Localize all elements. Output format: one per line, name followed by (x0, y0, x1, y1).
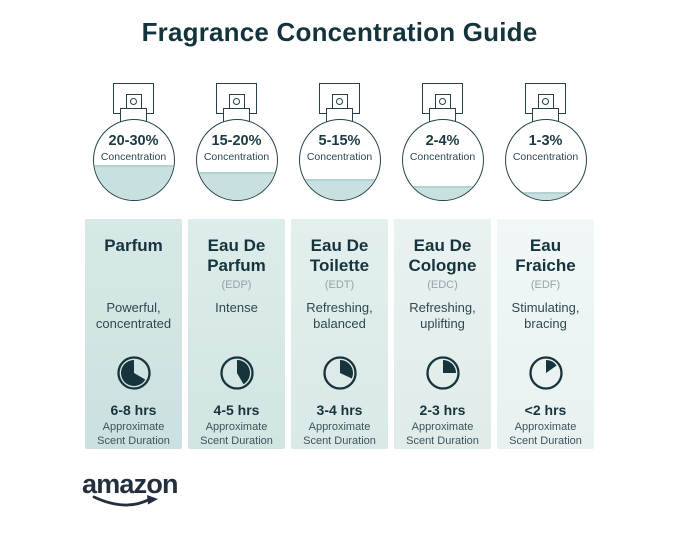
bottle-body (504, 118, 587, 201)
scent-duration-clock-icon (219, 355, 254, 390)
fragrance-abbr: (EDT) (324, 278, 355, 291)
duration-hours: 6-8 hrs (110, 401, 157, 418)
perfume-bottle-eau-de-cologne: 2-4% Concentration (394, 81, 491, 211)
duration-hours: 4-5 hrs (213, 401, 260, 418)
fragrance-description: Refreshing, uplifting (409, 299, 476, 332)
bottle-text: 5-15% Concentration (291, 132, 388, 164)
concentration-label: Concentration (203, 151, 270, 164)
bottle-nozzle (537, 93, 554, 109)
name-block: Eau De Parfum (EDP) (188, 236, 285, 300)
page-title: Fragrance Concentration Guide (141, 17, 538, 47)
name-block: Eau De Cologne (EDC) (394, 236, 491, 300)
nozzle-hole-icon (336, 97, 343, 105)
name-block: Eau De Toilette (EDT) (291, 236, 388, 300)
concentration-label: Concentration (306, 151, 373, 164)
concentration-value: 2-4% (425, 132, 460, 149)
column-eau-de-toilette: Eau De Toilette (EDT) Refreshing, balanc… (291, 218, 388, 449)
bottle-text: 2-4% Concentration (394, 132, 491, 164)
fragrance-name: Eau De Toilette (309, 235, 370, 276)
bottle-liquid (196, 172, 277, 200)
concentration-label: Concentration (512, 151, 579, 164)
column-eau-de-parfum: Eau De Parfum (EDP) Intense 4-5 hrs Appr… (188, 218, 285, 449)
bottle-text: 15-20% Concentration (188, 132, 285, 164)
concentration-value: 15-20% (211, 132, 262, 149)
bottle-body (401, 118, 484, 201)
duration-label: Approximate Scent Duration (303, 420, 376, 447)
fragrance-name: Eau Fraiche (515, 235, 576, 276)
bottle-body (195, 118, 278, 201)
bottle-body (298, 118, 381, 201)
scent-duration-clock-icon (116, 355, 151, 390)
scent-duration-clock-icon (322, 355, 357, 390)
bottle-nozzle (331, 93, 348, 109)
fragrance-name: Eau De Parfum (207, 235, 266, 276)
nozzle-hole-icon (130, 97, 137, 105)
fragrance-abbr: (EDF) (530, 278, 561, 291)
column-eau-fraiche: Eau Fraiche (EDF) Stimulating, bracing <… (497, 218, 594, 449)
amazon-logo-text: amazon (82, 468, 179, 499)
fragrance-abbr: (EDP) (221, 278, 252, 291)
duration-label: Approximate Scent Duration (406, 420, 479, 447)
fragrance-description: Powerful, concentrated (95, 299, 172, 332)
fragrance-description: Intense (215, 299, 258, 315)
bottle-nozzle (125, 93, 142, 109)
duration-label: Approximate Scent Duration (200, 420, 273, 447)
info-columns-row: Parfum Powerful, concentrated 6-8 hrs Ap… (85, 218, 594, 449)
concentration-value: 1-3% (528, 132, 563, 149)
perfume-bottle-eau-de-toilette: 5-15% Concentration (291, 81, 388, 211)
bottle-text: 1-3% Concentration (497, 132, 594, 164)
name-block: Eau Fraiche (EDF) (497, 236, 594, 300)
bottle-nozzle (434, 93, 451, 109)
bottle-liquid (299, 178, 380, 200)
column-eau-de-cologne: Eau De Cologne (EDC) Refreshing, uplifti… (394, 218, 491, 449)
concentration-label: Concentration (100, 151, 167, 164)
nozzle-hole-icon (233, 97, 240, 105)
bottle-liquid (402, 185, 483, 200)
fragrance-description: Refreshing, balanced (306, 299, 373, 332)
bottle-text: 20-30% Concentration (85, 132, 182, 164)
scent-duration-clock-icon (528, 355, 563, 390)
duration-label: Approximate Scent Duration (509, 420, 582, 447)
bottles-row: 20-30% Concentration 15-20% Concentratio… (85, 81, 594, 211)
bottle-liquid (505, 191, 586, 200)
duration-hours: <2 hrs (524, 401, 567, 418)
nozzle-hole-icon (439, 97, 446, 105)
scent-duration-clock-icon (425, 355, 460, 390)
fragrance-name: Eau De Cologne (408, 235, 477, 276)
duration-label: Approximate Scent Duration (97, 420, 170, 447)
perfume-bottle-eau-de-parfum: 15-20% Concentration (188, 81, 285, 211)
bottle-nozzle (228, 93, 245, 109)
duration-hours: 3-4 hrs (316, 401, 363, 418)
concentration-value: 5-15% (318, 132, 361, 149)
amazon-smile-icon (92, 494, 158, 506)
bottle-body (92, 118, 175, 201)
fragrance-name: Parfum (104, 235, 163, 255)
duration-hours: 2-3 hrs (419, 401, 466, 418)
column-parfum: Parfum Powerful, concentrated 6-8 hrs Ap… (85, 218, 182, 449)
name-block: Parfum (85, 236, 182, 300)
fragrance-description: Stimulating, bracing (511, 299, 580, 332)
perfume-bottle-eau-fraiche: 1-3% Concentration (497, 81, 594, 211)
concentration-value: 20-30% (108, 132, 159, 149)
bottle-liquid (93, 165, 174, 200)
concentration-label: Concentration (409, 151, 476, 164)
footer: amazon (82, 468, 679, 509)
perfume-bottle-parfum: 20-30% Concentration (85, 81, 182, 211)
fragrance-abbr: (EDC) (427, 278, 458, 291)
fragrance-guide-infographic: Fragrance Concentration Guide 20-30% Con… (0, 16, 679, 534)
nozzle-hole-icon (542, 97, 549, 105)
amazon-logo: amazon (82, 468, 179, 509)
